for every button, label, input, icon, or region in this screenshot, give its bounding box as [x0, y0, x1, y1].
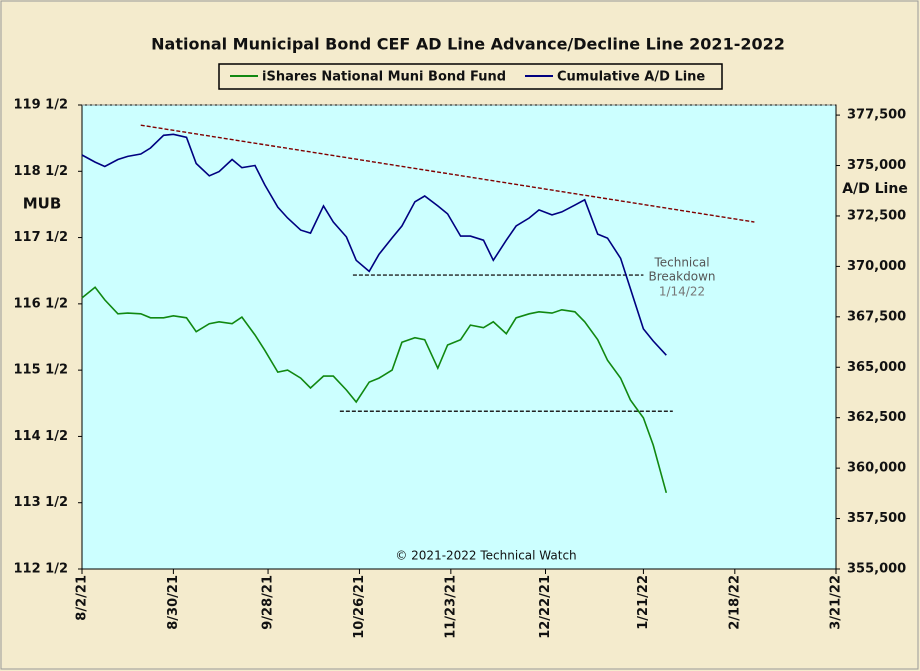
- y-tick-label: 116 1/2: [13, 296, 68, 311]
- x-tick-label: 10/26/21: [352, 575, 367, 639]
- y-tick-label: 112 1/2: [13, 562, 68, 577]
- y-tick-label: 113 1/2: [13, 495, 68, 510]
- y2-tick-label: 357,500: [847, 511, 906, 526]
- y2-tick-label: 372,500: [847, 208, 906, 223]
- legend-label: Cumulative A/D Line: [557, 70, 705, 85]
- y2-tick-label: 362,500: [847, 410, 906, 425]
- annotation: 1/14/22: [659, 285, 705, 299]
- y2-tick-label: 367,500: [847, 309, 906, 324]
- y-tick-label: 118 1/2: [13, 164, 68, 179]
- chart-title: National Municipal Bond CEF AD Line Adva…: [151, 35, 785, 54]
- annotation: Technical: [653, 256, 709, 270]
- y2-tick-label: 360,000: [847, 461, 906, 476]
- y-tick-label: 117 1/2: [13, 230, 68, 245]
- y-axis-label: MUB: [23, 195, 62, 213]
- x-tick-label: 12/22/21: [538, 575, 553, 639]
- x-tick-label: 8/30/21: [166, 575, 181, 630]
- annotation: Breakdown: [649, 270, 716, 284]
- legend: [218, 63, 723, 90]
- x-tick-label: 2/18/22: [727, 575, 742, 630]
- legend-label: iShares National Muni Bond Fund: [262, 70, 506, 85]
- footer: © 2021-2022 Technical Watch: [395, 549, 576, 563]
- series-line: [81, 133, 667, 356]
- trend-line: [140, 124, 755, 223]
- y-tick-label: 115 1/2: [13, 363, 68, 378]
- y2-tick-label: 370,000: [847, 259, 906, 274]
- y-tick-label: 114 1/2: [13, 429, 68, 444]
- x-tick-label: 9/28/21: [261, 575, 276, 630]
- y2-tick-label: 375,000: [847, 158, 906, 173]
- y2-tick-label: 355,000: [847, 562, 906, 577]
- series-line: [81, 286, 668, 494]
- y2-tick-label: 365,000: [847, 360, 906, 375]
- x-tick-label: 11/23/21: [443, 575, 458, 639]
- x-tick-label: 1/21/22: [636, 575, 651, 630]
- x-tick-label: 8/2/21: [75, 575, 90, 621]
- plot-area: [81, 104, 837, 570]
- y2-axis-label: A/D Line: [842, 181, 908, 197]
- x-tick-label: 3/21/22: [829, 575, 844, 630]
- y2-tick-label: 377,500: [847, 108, 906, 123]
- y-tick-label: 119 1/2: [13, 98, 68, 113]
